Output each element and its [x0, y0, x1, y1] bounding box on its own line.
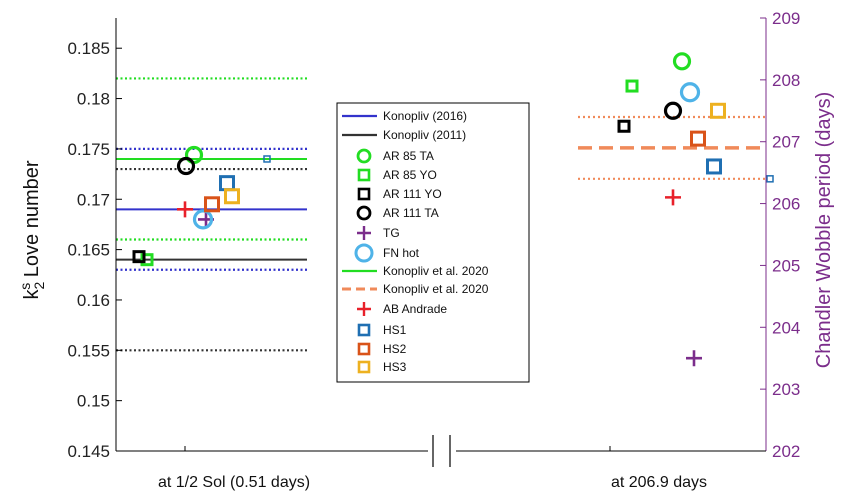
y2-tick-label: 206 [772, 195, 800, 214]
legend-swatch-square [357, 342, 371, 356]
y-axis-label-sub: 2 [31, 282, 47, 290]
data-point-right [690, 130, 706, 147]
y2-axis-label: Chandler Wobble period (days) [813, 92, 835, 368]
legend-label: TG [383, 226, 400, 240]
legend-label: HS2 [383, 342, 407, 356]
x-category-label: at 1/2 Sol (0.51 days) [158, 474, 310, 491]
legend-label: AR 85 TA [383, 149, 434, 163]
legend-entry: HS2 [357, 342, 407, 356]
legend-label: Konopliv et al. 2020 [383, 282, 489, 296]
legend-label: AR 85 YO [383, 168, 437, 182]
y-tick-label: 0.16 [77, 291, 110, 310]
y2-tick-label: 202 [772, 442, 800, 461]
legend-entry: Konopliv et al. 2020 [342, 282, 489, 296]
legend-entry: Konopliv et al. 2020 [342, 264, 489, 278]
data-point-left [132, 250, 146, 264]
legend-box [336, 102, 530, 383]
y-tick-label: 0.17 [77, 190, 110, 209]
y-axis-label: k2s Love number [17, 160, 47, 299]
data-point-right [672, 52, 692, 71]
legend-swatch-plus [357, 302, 371, 316]
data-point-right [710, 102, 726, 119]
legend: Konopliv (2016) Konopliv (2011) AR 85 TA AR… [336, 102, 530, 383]
legend-entry: Konopliv (2011) [342, 128, 466, 142]
data-point-left [192, 209, 214, 230]
right-axis: 202 203 204 205 206 207 208 209 [760, 9, 800, 461]
legend-entry: HS1 [357, 323, 407, 337]
legend-swatch-square [357, 323, 371, 337]
legend-entry: AB Andrade [357, 302, 447, 316]
data-point-right [686, 350, 702, 367]
y-tick-label: 0.15 [77, 392, 110, 411]
data-point-right [706, 158, 722, 175]
legend-label: AR 111 YO [383, 187, 442, 201]
legend-label: HS3 [383, 360, 407, 374]
y-tick-label: 0.185 [67, 39, 110, 58]
y-tick-label: 0.145 [67, 442, 110, 461]
legend-entry: Konopliv (2016) [342, 109, 467, 123]
legend-entry: FN hot [354, 243, 420, 263]
legend-label: AR 111 TA [383, 206, 439, 220]
data-point-right [625, 79, 639, 93]
data-point-left [177, 201, 193, 218]
legend-swatch-circle [356, 148, 372, 164]
legend-swatch-square [357, 168, 371, 182]
legend-swatch-circle [354, 243, 374, 263]
legend-label: Konopliv et al. 2020 [383, 264, 489, 278]
data-point-left [204, 196, 220, 213]
y2-tick-label: 208 [772, 71, 800, 90]
plot-area [116, 52, 774, 367]
legend-entry: AR 85 YO [357, 168, 437, 182]
y2-tick-label: 203 [772, 380, 800, 399]
legend-swatch-plus [357, 226, 371, 240]
y-tick-label: 0.18 [77, 90, 110, 109]
y-tick-label: 0.165 [67, 241, 110, 260]
legend-entry: AR 85 TA [356, 148, 434, 164]
data-point-left [219, 175, 235, 192]
y2-tick-label: 207 [772, 133, 800, 152]
legend-label: Konopliv (2011) [383, 128, 466, 142]
y-axis-label-rest: Love number [21, 160, 43, 283]
legend-entry: AR 111 YO [357, 187, 442, 201]
edge-marker-left [263, 155, 271, 163]
data-point-left [176, 156, 196, 176]
legend-label: AB Andrade [383, 302, 447, 316]
y2-tick-label: 209 [772, 9, 800, 28]
left-axis: 0.145 0.15 0.155 0.16 0.165 0.17 0.175 0.18 0.18… [67, 18, 122, 461]
legend-label: HS1 [383, 323, 407, 337]
y-tick-label: 0.175 [67, 140, 110, 159]
x-axis: at 1/2 Sol (0.51 days) at 206.9 days [116, 435, 766, 491]
legend-swatch-square [357, 360, 371, 374]
legend-entry: TG [357, 226, 400, 240]
y2-tick-label: 204 [772, 318, 800, 337]
y-axis-label-main: k [21, 289, 43, 300]
edge-marker-right [766, 175, 774, 183]
legend-swatch-square [357, 187, 371, 201]
legend-entry: HS3 [357, 360, 407, 374]
x-category-label: at 206.9 days [611, 474, 707, 491]
y2-tick-label: 205 [772, 256, 800, 275]
data-point-left [224, 188, 240, 205]
legend-label: Konopliv (2016) [383, 109, 467, 123]
y-tick-label: 0.155 [67, 341, 110, 360]
legend-label: FN hot [383, 246, 420, 260]
legend-swatch-circle [356, 205, 372, 221]
data-point-right [679, 82, 701, 103]
data-point-right [663, 101, 683, 120]
y-axis-label-sup: s [17, 283, 33, 290]
legend-entry: AR 111 TA [356, 205, 439, 221]
data-point-left [140, 253, 154, 267]
data-point-right [617, 119, 631, 133]
data-point-right [665, 189, 681, 206]
